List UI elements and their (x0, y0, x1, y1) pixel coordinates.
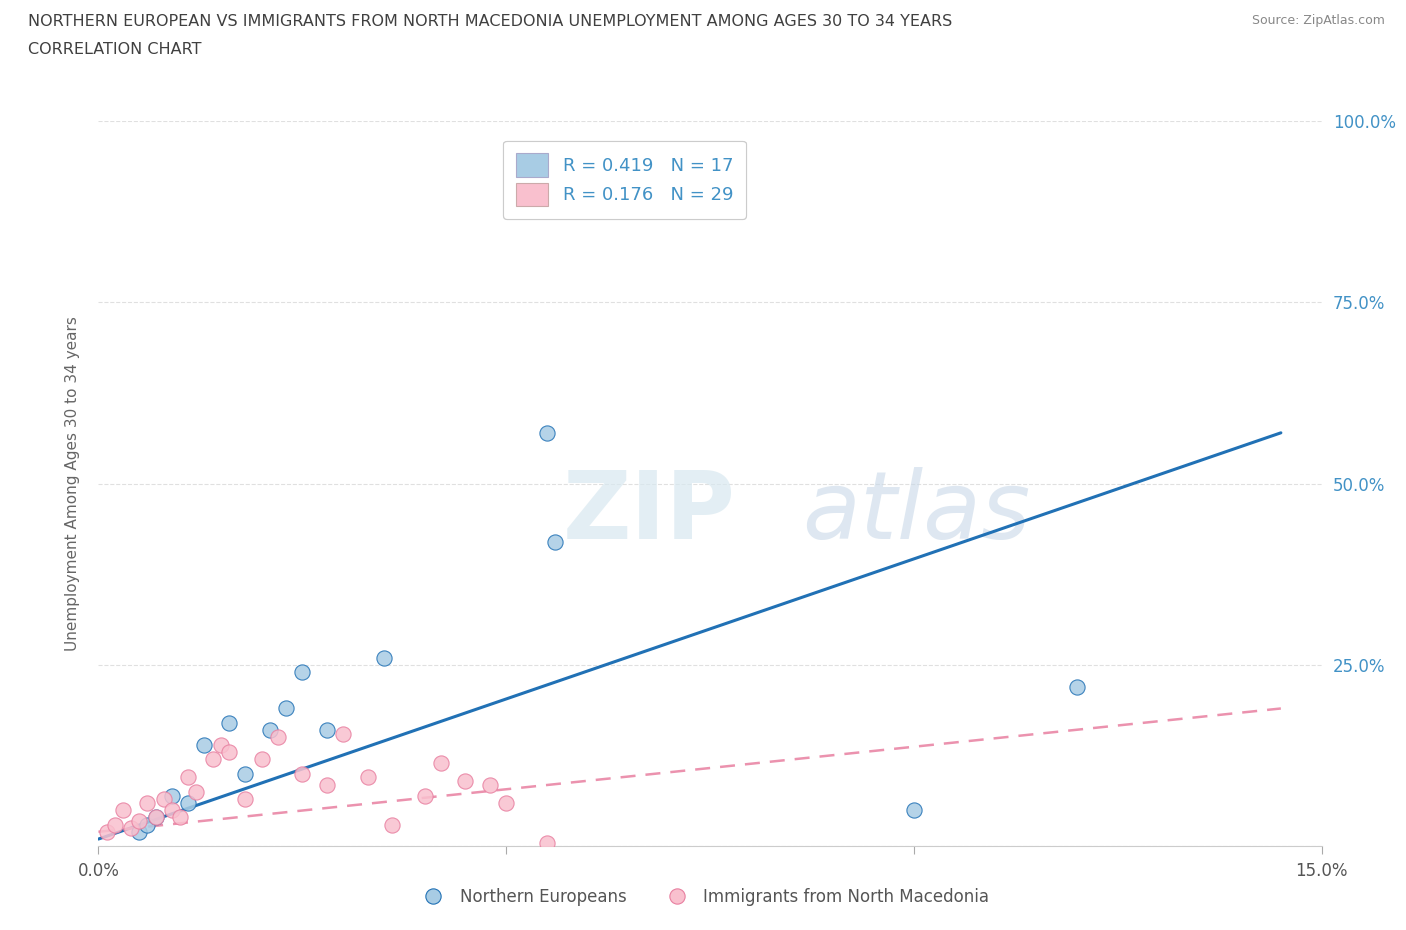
Point (274, 701, 297, 716)
Point (145, 810, 167, 825)
Point (544, 534, 567, 549)
Point (111, 803, 134, 817)
Point (536, 425, 558, 440)
Point (145, 810, 167, 825)
Legend: Northern Europeans, Immigrants from North Macedonia: Northern Europeans, Immigrants from Nort… (411, 881, 995, 912)
Point (201, 751, 224, 766)
Text: CORRELATION CHART: CORRELATION CHART (28, 42, 201, 57)
Text: atlas: atlas (801, 467, 1031, 558)
Point (152, 791, 174, 806)
Point (177, 795, 200, 810)
Text: Source: ZipAtlas.com: Source: ZipAtlas.com (1251, 14, 1385, 27)
Point (291, 766, 314, 781)
Point (186, 785, 208, 800)
Y-axis label: Unemployment Among Ages 30 to 34 years: Unemployment Among Ages 30 to 34 years (65, 316, 80, 651)
Point (332, 726, 354, 741)
Point (1066, 679, 1088, 694)
Point (128, 814, 150, 829)
Point (454, 774, 477, 789)
Point (356, 770, 378, 785)
Point (209, 737, 232, 752)
Point (478, 777, 501, 792)
Point (233, 766, 256, 781)
Point (218, 715, 240, 730)
Point (430, 755, 453, 770)
Point (104, 817, 127, 832)
Point (233, 791, 256, 806)
Point (315, 777, 337, 792)
Point (903, 803, 925, 817)
Point (128, 824, 150, 839)
Point (96, 824, 118, 839)
Text: ZIP: ZIP (564, 467, 737, 559)
Point (136, 817, 159, 832)
Point (120, 821, 142, 836)
Point (315, 723, 337, 737)
Point (136, 795, 159, 810)
Point (160, 803, 183, 817)
Point (250, 751, 273, 766)
Point (177, 770, 200, 785)
Point (267, 730, 290, 745)
Point (373, 650, 395, 665)
Point (259, 723, 281, 737)
Point (291, 665, 314, 680)
Text: NORTHERN EUROPEAN VS IMMIGRANTS FROM NORTH MACEDONIA UNEMPLOYMENT AMONG AGES 30 : NORTHERN EUROPEAN VS IMMIGRANTS FROM NOR… (28, 14, 952, 29)
Point (160, 788, 183, 803)
Point (381, 817, 404, 832)
Point (169, 810, 191, 825)
Point (193, 737, 215, 752)
Point (218, 745, 240, 760)
Point (495, 795, 517, 810)
Legend: R = 0.419   N = 17, R = 0.176   N = 29: R = 0.419 N = 17, R = 0.176 N = 29 (503, 140, 745, 219)
Point (413, 788, 436, 803)
Point (536, 835, 558, 850)
